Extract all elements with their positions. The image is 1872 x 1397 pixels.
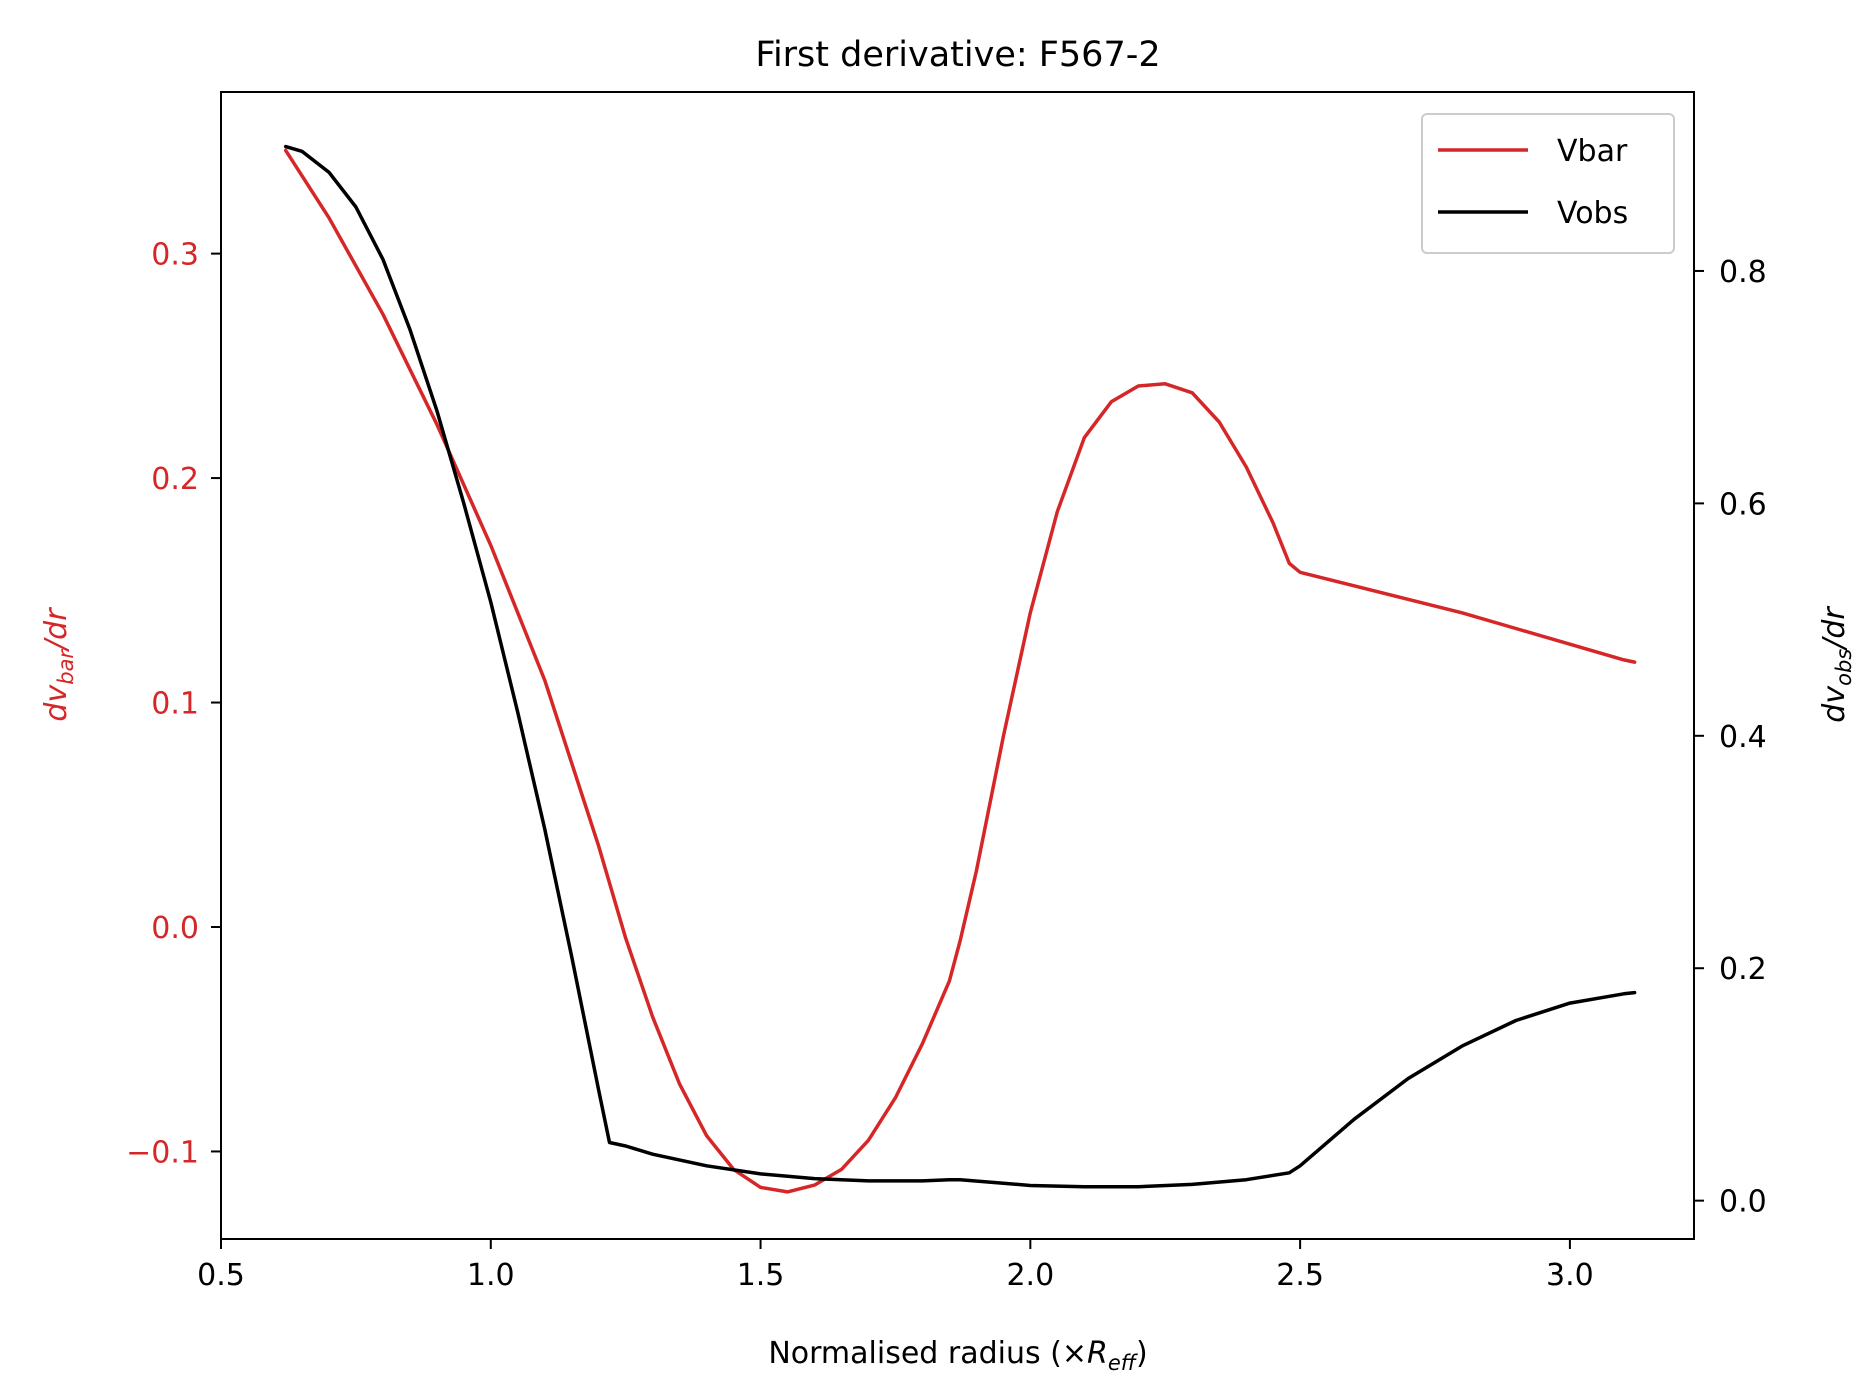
x-tick-label: 2.5 (1276, 1258, 1324, 1293)
series-line-vobs (283, 144, 1637, 1189)
y-axis-left-title-sub: bar (54, 649, 78, 685)
y-left-tick-label: 0.2 (151, 462, 199, 497)
x-tick-label: 3.0 (1546, 1258, 1594, 1293)
y-axis-left-title-prefix: dv (39, 684, 74, 722)
y-axis-right: 0.0 0.2 0.4 0.6 0.8 (1694, 255, 1767, 1220)
y-axis-right-title: dvobs/dr (1817, 606, 1856, 723)
x-axis-title-sub: eff (1108, 1351, 1139, 1375)
legend-frame (1421, 113, 1675, 254)
plot-area (220, 91, 1695, 1240)
y-right-tick-label: 0.4 (1719, 720, 1767, 755)
legend-label-vbar: Vbar (1557, 134, 1628, 169)
y-left-tick-label: −0.1 (126, 1135, 199, 1170)
y-right-tick-label: 0.0 (1719, 1185, 1767, 1220)
y-axis-left-title-suffix: /dr (39, 607, 74, 653)
legend: Vbar Vobs (1421, 113, 1675, 254)
series-layer (283, 144, 1637, 1194)
y-left-tick-label: 0.3 (151, 238, 199, 273)
x-tick-label: 1.5 (737, 1258, 785, 1293)
y-axis-left: −0.1 0.0 0.1 0.2 0.3 (126, 238, 221, 1170)
x-tick-label: 2.0 (1006, 1258, 1054, 1293)
y-right-tick-label: 0.8 (1719, 255, 1767, 290)
y-axis-right-title-prefix: dv (1817, 685, 1852, 723)
y-axis-right-title-suffix: /dr (1817, 606, 1852, 652)
y-left-tick-label: 0.0 (151, 911, 199, 946)
y-axis-right-title-sub: obs (1832, 649, 1856, 686)
x-axis-title: Normalised radius (×Reff) (768, 1336, 1147, 1375)
x-axis: 0.5 1.0 1.5 2.0 2.5 3.0 (197, 1239, 1594, 1293)
y-left-tick-label: 0.1 (151, 687, 199, 722)
x-tick-label: 0.5 (197, 1258, 245, 1293)
legend-label-vobs: Vobs (1557, 196, 1628, 231)
series-line-vbar (283, 148, 1637, 1194)
plot-frame (220, 91, 1695, 1240)
y-axis-left-title: dvbar/dr (39, 607, 78, 722)
x-axis-title-close: ) (1136, 1336, 1148, 1371)
x-axis-title-italic: R (1087, 1336, 1108, 1371)
x-tick-label: 1.0 (467, 1258, 515, 1293)
y-right-tick-label: 0.2 (1719, 952, 1767, 987)
y-right-tick-label: 0.6 (1719, 487, 1767, 522)
x-axis-title-main: Normalised radius (× (768, 1336, 1087, 1371)
chart-title: First derivative: F567-2 (755, 35, 1160, 75)
